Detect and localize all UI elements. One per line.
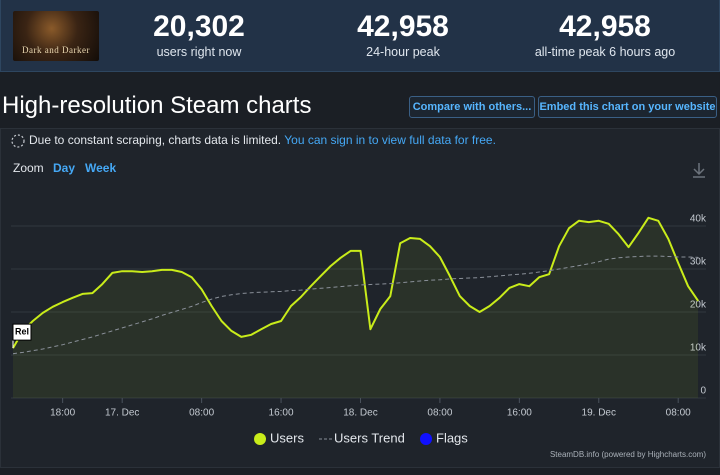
embed-button[interactable]: Embed this chart on your website: [538, 96, 717, 118]
legend-label[interactable]: Flags: [436, 430, 468, 445]
trend-line: [12, 255, 699, 355]
header: Dark and Darker 20,302 users right now 4…: [0, 0, 720, 72]
x-tick-label: 08:00: [666, 408, 691, 419]
x-tick-label: 08:00: [189, 408, 214, 419]
stat-label: users right now: [156, 45, 242, 59]
y-tick-label: 20k: [690, 300, 707, 311]
area: [12, 217, 699, 398]
page-title: High-resolution Steam charts: [2, 92, 312, 119]
compare-button[interactable]: Compare with others...: [409, 96, 535, 118]
y-tick-label: 30k: [690, 257, 707, 268]
stat: 42,958 all-time peak 6 hours ago: [510, 10, 700, 60]
y-tick-label: 10k: [690, 343, 707, 354]
x-tick-label: 18. Dec: [343, 408, 377, 419]
credits: SteamDB.info (powered by Highcharts.com): [550, 450, 706, 459]
annotation-box: [12, 323, 32, 341]
notice-text: Due to constant scraping, charts data is…: [29, 133, 281, 147]
x-tick-label: 18:00: [50, 408, 75, 419]
x-tick-label: 17. Dec: [105, 408, 139, 419]
y-tick-label: 40k: [690, 214, 707, 225]
chart-panel: Due to constant scraping, charts data is…: [0, 128, 720, 468]
stat: 42,958 24-hour peak: [308, 10, 498, 60]
stat-label: 24-hour peak: [366, 45, 440, 59]
y-tick-label: 0: [700, 386, 706, 397]
x-tick-label: 08:00: [427, 408, 452, 419]
legend-symbol: [254, 433, 266, 445]
x-tick-label: 16:00: [269, 408, 294, 419]
stat-value: 20,302: [153, 10, 245, 43]
legend-symbol: [420, 433, 432, 445]
game-logo-text: Dark and Darker: [22, 45, 90, 55]
stat: 20,302 users right now: [104, 10, 294, 60]
chart: Due to constant scraping, charts data is…: [11, 133, 707, 459]
legend-label[interactable]: Users: [270, 430, 304, 445]
download-icon[interactable]: [693, 163, 705, 178]
stat-value: 42,958: [559, 10, 651, 43]
zoom-option[interactable]: Day: [53, 161, 75, 175]
notice-icon: [11, 134, 25, 148]
annotation-label: Rel: [15, 326, 29, 336]
x-tick-label: 16:00: [507, 408, 532, 419]
legend-label[interactable]: Users Trend: [334, 430, 405, 445]
x-tick-label: 19. Dec: [582, 408, 616, 419]
sign-in-link[interactable]: You can sign in to view full data for fr…: [284, 133, 496, 147]
notice: Due to constant scraping, charts data is…: [29, 133, 496, 147]
line: [12, 216, 699, 349]
zoom-option[interactable]: Week: [85, 161, 116, 175]
stat-label: all-time peak 6 hours ago: [534, 45, 676, 59]
game-logo[interactable]: Dark and Darker: [13, 11, 99, 61]
zoom-label: Zoom: [13, 161, 44, 175]
stat-value: 42,958: [357, 10, 449, 43]
